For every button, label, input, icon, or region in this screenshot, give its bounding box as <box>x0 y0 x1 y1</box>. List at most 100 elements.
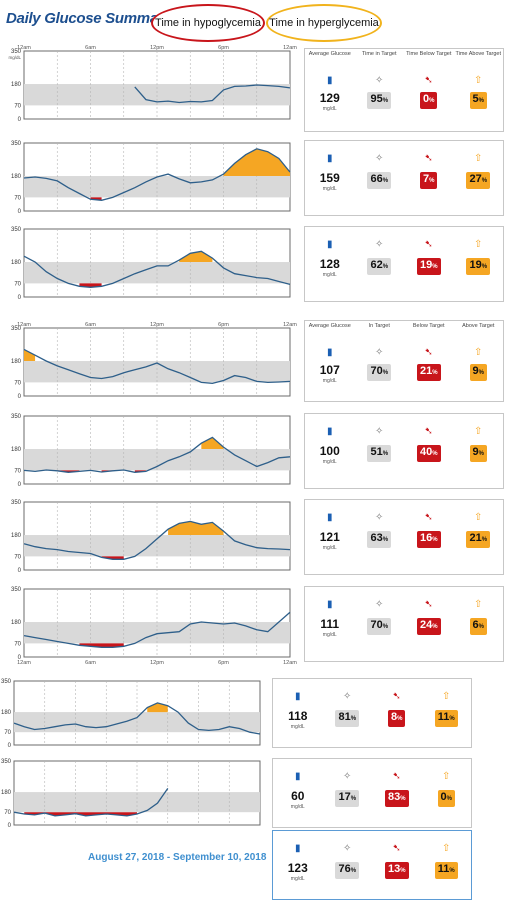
stat-card-day-9: ▮ 60 mg/dL ✧ 17% ➷ 83% ⇧ 0% <box>272 758 472 828</box>
stat-above: Time Above Target ⇧ 5% <box>454 49 504 131</box>
stat-card-day-2: ▮ 159 mg/dL ✧ 66% ➷ 7% ⇧ 27% <box>304 140 504 216</box>
time-above-target-value: 5% <box>469 92 487 109</box>
hyperglycemia-area <box>201 437 224 450</box>
stat-header: Time Above Target <box>455 51 502 57</box>
stat-below: ➷ 24% <box>404 587 454 661</box>
meter-icon: ▮ <box>326 239 333 250</box>
date-range: August 27, 2018 - September 10, 2018 <box>88 852 267 863</box>
average-glucose-value: 118 <box>288 709 308 723</box>
down-arrow-icon: ➷ <box>424 599 433 610</box>
up-arrow-icon: ⇧ <box>474 426 483 437</box>
x-tick-label: 6am <box>85 45 96 51</box>
time-above-target-value: 6% <box>469 618 487 635</box>
down-arrow-icon: ➷ <box>424 153 433 164</box>
up-arrow-icon: ⇧ <box>442 843 451 854</box>
stat-in: ✧ 62% <box>355 227 405 301</box>
unit-label: mg/dL <box>322 106 337 112</box>
stat-below: Below Target ➷ 21% <box>404 321 454 401</box>
time-in-target-value: 76% <box>335 862 360 879</box>
stat-above: ⇧ 21% <box>454 500 504 574</box>
x-tick-label: 12am <box>283 660 297 666</box>
stat-avg: Average Glucose ▮ 107 mg/dL <box>305 321 355 401</box>
chart-panel-5: 0 70 180 350 <box>11 414 291 488</box>
y-tick-label: 180 <box>11 533 22 539</box>
time-below-target-value: 0% <box>420 92 438 109</box>
stat-card-total: ▮ 123 mg/dL ✧ 76% ➷ 13% ⇧ 11% <box>272 830 472 900</box>
time-below-target-value: 83% <box>384 790 409 807</box>
y-tick-label: 0 <box>18 117 22 123</box>
stat-header: Above Target <box>462 323 495 329</box>
time-below-target-value: 8% <box>388 710 406 727</box>
average-glucose-value: 60 <box>291 789 305 803</box>
stat-value: 27% <box>454 171 504 189</box>
time-in-target-value: 66% <box>367 172 392 189</box>
meter-icon: ▮ <box>326 75 333 86</box>
hyperglycemia-area <box>168 521 224 536</box>
time-in-target-value: 70% <box>367 364 392 381</box>
y-tick-label: 350 <box>1 759 12 765</box>
average-glucose-value: 123 <box>287 861 308 875</box>
y-tick-label: 180 <box>1 710 12 716</box>
time-below-target-value: 7% <box>420 172 438 189</box>
target-icon: ✧ <box>375 599 384 610</box>
unit-label: mg/dL <box>290 724 305 730</box>
y-tick-label: 70 <box>14 468 21 474</box>
time-above-target-value: 21% <box>466 531 491 548</box>
stat-value: 62% <box>355 257 405 275</box>
meter-icon: ▮ <box>326 512 333 523</box>
y-tick-label: 0 <box>18 655 22 661</box>
y-tick-label: 180 <box>11 359 22 365</box>
stat-value: 63% <box>355 530 405 548</box>
average-glucose-value: 129 <box>319 91 340 105</box>
stat-value: 0% <box>422 789 472 807</box>
stat-card-day-7: ▮ 111 mg/dL ✧ 70% ➷ 24% ⇧ 6% <box>304 586 504 662</box>
glucose-line <box>23 520 291 560</box>
stat-card-day-1: Average Glucose ▮ 129 mg/dL Time in Target ✧ 9… <box>304 48 504 132</box>
glucose-line <box>23 148 291 201</box>
unit-label: mg/dL <box>290 876 305 882</box>
down-arrow-icon: ➷ <box>424 426 433 437</box>
stat-in: ✧ 81% <box>323 679 373 747</box>
stat-above: ⇧ 19% <box>454 227 504 301</box>
stat-header: Below Target <box>412 323 445 329</box>
meter-icon: ▮ <box>326 347 333 358</box>
target-icon: ✧ <box>375 239 384 250</box>
target-icon: ✧ <box>375 512 384 523</box>
up-arrow-icon: ⇧ <box>442 691 451 702</box>
stat-value: 5% <box>454 91 504 109</box>
glucose-line <box>23 348 291 385</box>
up-arrow-icon: ⇧ <box>442 771 451 782</box>
stat-value: 7% <box>404 171 454 189</box>
stat-avg: ▮ 121 mg/dL <box>305 500 355 574</box>
target-icon: ✧ <box>343 771 352 782</box>
stat-below: ➷ 7% <box>404 141 454 215</box>
chart-panel-2: 0 70 180 350 <box>11 141 291 215</box>
average-glucose-value: 111 <box>320 617 340 631</box>
up-arrow-icon: ⇧ <box>474 75 483 86</box>
meter-icon: ▮ <box>326 599 333 610</box>
x-tick-label: 6am <box>85 322 96 328</box>
stat-card-day-5: ▮ 100 mg/dL ✧ 51% ➷ 40% ⇧ 9% <box>304 413 504 489</box>
stat-avg: ▮ 159 mg/dL <box>305 141 355 215</box>
stat-value: 83% <box>372 789 422 807</box>
y-tick-label: 70 <box>14 195 21 201</box>
y-tick-label: 0 <box>18 568 22 574</box>
stat-value: 9% <box>454 363 504 381</box>
down-arrow-icon: ➷ <box>392 771 401 782</box>
stat-value: 11% <box>422 709 472 727</box>
y-tick-label: 350 <box>1 679 12 685</box>
y-tick-label: 0 <box>8 743 12 749</box>
meter-icon: ▮ <box>294 843 301 854</box>
target-icon: ✧ <box>375 75 384 86</box>
stat-above: ⇧ 6% <box>454 587 504 661</box>
average-glucose-value: 121 <box>319 530 340 544</box>
y-tick-label: 350 <box>11 227 22 233</box>
glucose-line <box>13 702 261 735</box>
unit-label: mg/dL <box>322 272 337 278</box>
stat-value: 6% <box>454 617 504 635</box>
time-below-target-value: 16% <box>416 531 441 548</box>
y-tick-label: 70 <box>14 380 21 386</box>
stat-avg: ▮ 111 mg/dL <box>305 587 355 661</box>
stat-value: 17% <box>323 789 373 807</box>
